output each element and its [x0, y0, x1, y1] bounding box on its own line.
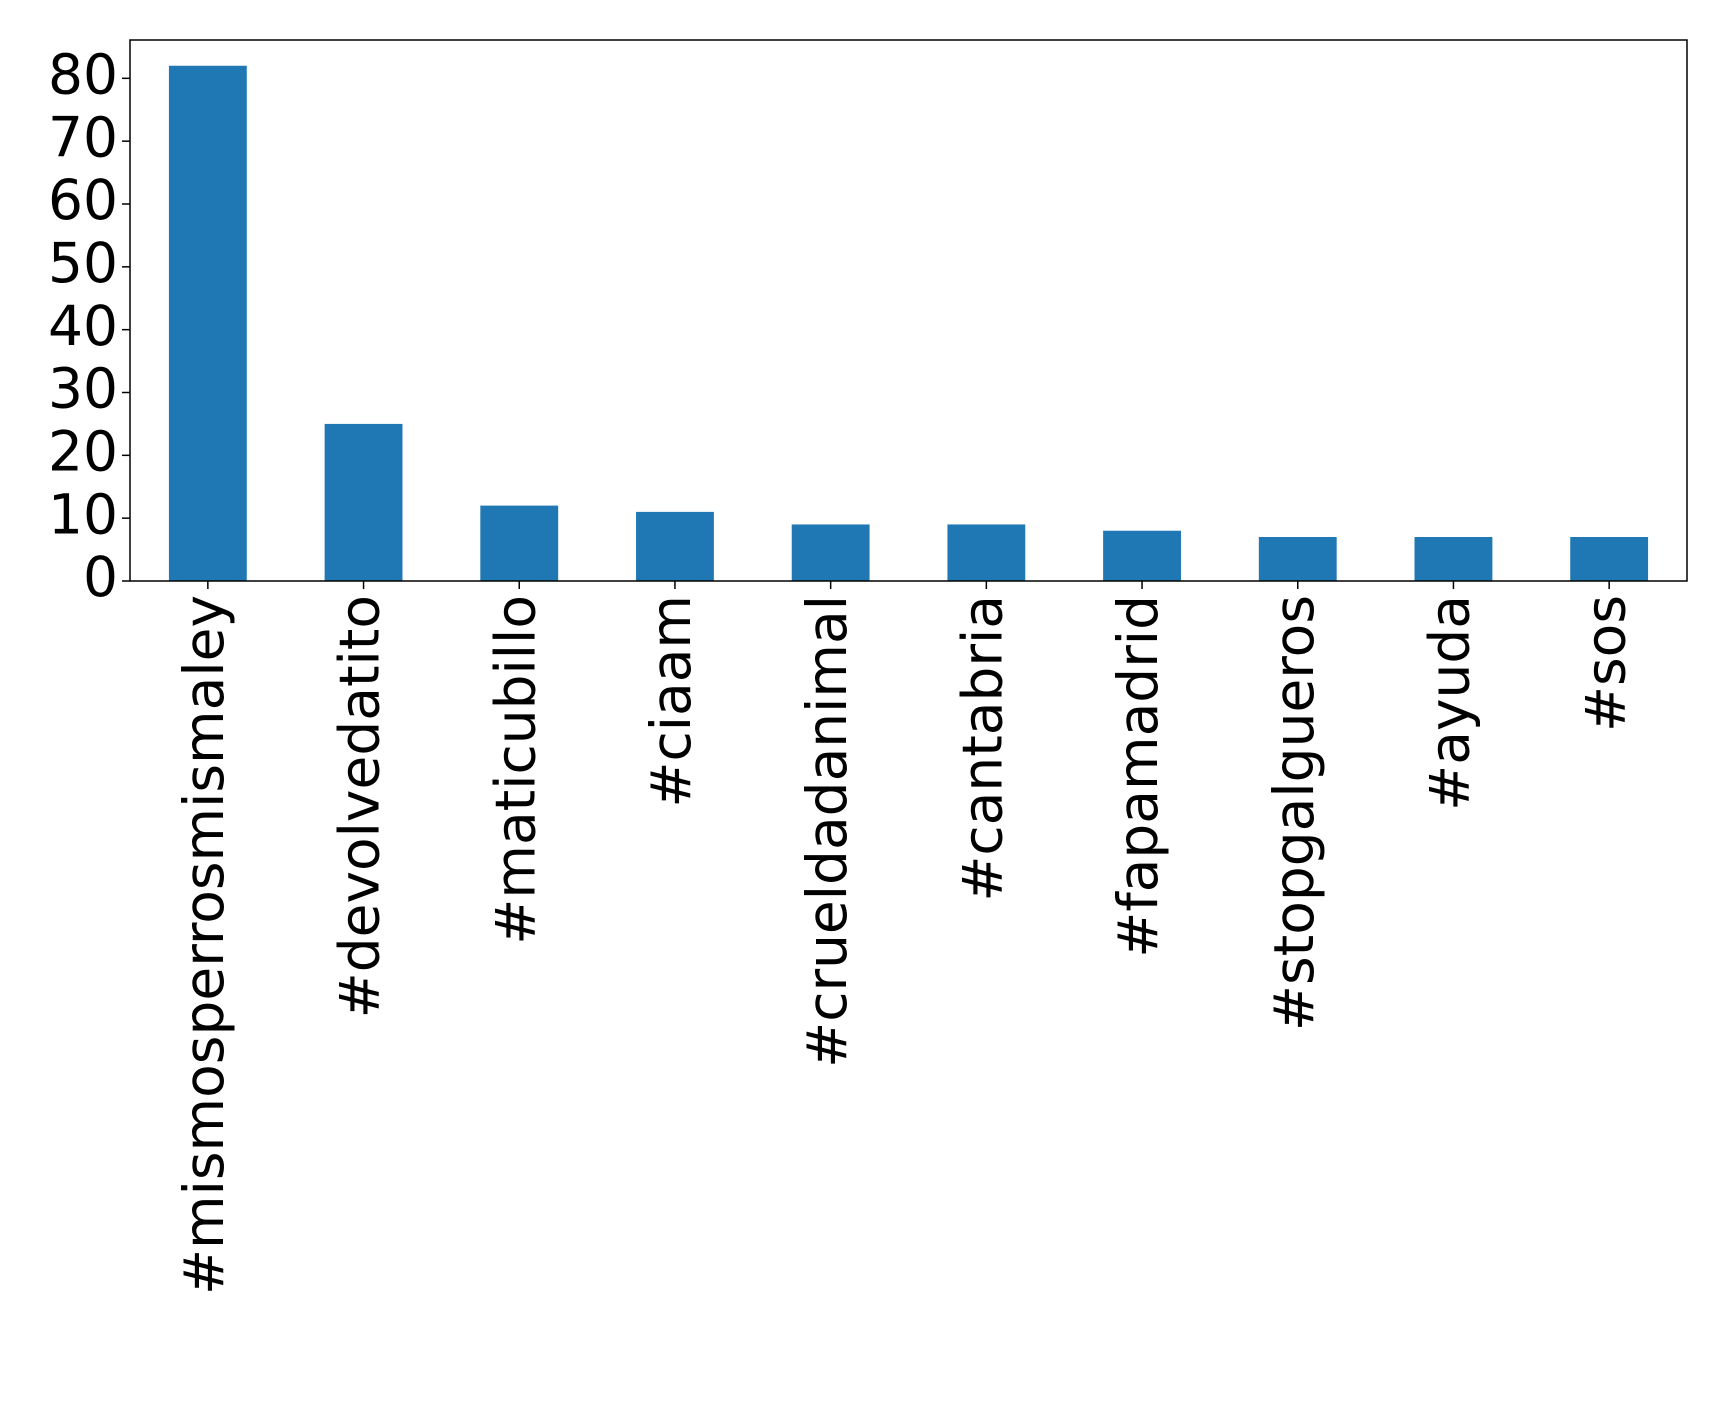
bar	[1103, 530, 1181, 581]
bar	[480, 505, 559, 581]
y-tick-label: 40	[48, 294, 118, 358]
y-tick-label: 70	[48, 105, 118, 169]
bar	[324, 423, 403, 581]
x-tick-label: #fapamadrid	[1106, 595, 1170, 958]
plot-frame	[129, 39, 1688, 582]
x-tick-label: #stopgalgueros	[1262, 595, 1326, 1031]
x-tick-label: #crueldadanimal	[795, 595, 859, 1068]
y-tick-label: 80	[48, 42, 118, 106]
x-tick-label: #ayuda	[1418, 595, 1482, 811]
y-tick-label: 0	[83, 545, 118, 609]
bar	[791, 524, 870, 581]
bar	[1414, 537, 1493, 581]
y-tick-label: 10	[48, 482, 118, 546]
bar	[947, 524, 1026, 581]
x-tick-label: #maticubillo	[483, 595, 547, 945]
bar	[636, 511, 714, 581]
y-tick-label: 20	[48, 419, 118, 483]
y-tick-label: 50	[48, 231, 118, 295]
x-tick-label: #ciaam	[639, 595, 703, 808]
x-tick-label: #sos	[1573, 595, 1637, 732]
bar	[1570, 537, 1649, 581]
x-tick-label: #cantabria	[950, 595, 1014, 902]
bar	[1258, 537, 1337, 581]
x-tick-label: #mismosperrosmismaley	[172, 595, 236, 1295]
bar	[168, 65, 247, 581]
x-tick-label: #devolvedatito	[328, 595, 392, 1018]
y-tick-label: 30	[48, 357, 118, 421]
y-tick-label: 60	[48, 168, 118, 232]
